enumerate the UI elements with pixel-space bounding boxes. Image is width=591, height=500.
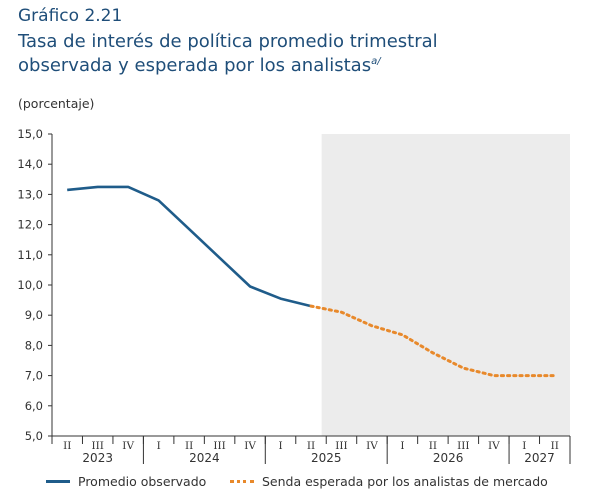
legend-label-expected: Senda esperada por los analistas de merc…	[262, 474, 548, 489]
x-quarter-label: I	[278, 440, 282, 452]
x-quarter-label: I	[522, 440, 526, 452]
legend-swatch-observed	[46, 480, 70, 483]
title-footnote-marker: a/	[371, 56, 381, 67]
y-tick-label: 11,0	[17, 248, 43, 262]
legend-label-observed: Promedio observado	[78, 474, 207, 489]
y-tick-label: 6,0	[25, 399, 43, 413]
y-tick-label: 7,0	[25, 369, 43, 383]
chart-title-line2-text: observada y esperada por los analistas	[18, 55, 372, 76]
y-tick-label: 14,0	[17, 157, 43, 171]
y-axis-unit: (porcentaje)	[18, 96, 95, 111]
y-tick-label: 13,0	[17, 187, 43, 201]
y-tick-label: 10,0	[17, 278, 43, 292]
x-year-label: 2026	[433, 451, 464, 465]
y-tick-label: 8,0	[25, 338, 43, 352]
x-quarter-label: II	[185, 440, 193, 452]
x-quarter-label: IV	[122, 440, 134, 452]
x-quarter-label: III	[335, 440, 347, 452]
x-year-label: 2027	[524, 451, 555, 465]
x-quarter-label: I	[157, 440, 161, 452]
x-quarter-label: II	[551, 440, 559, 452]
x-quarter-label: II	[429, 440, 437, 452]
legend-item-expected: Senda esperada por los analistas de merc…	[230, 474, 548, 489]
x-quarter-label: IV	[366, 440, 378, 452]
x-year-label: 2023	[82, 451, 113, 465]
chart-title-line1: Tasa de interés de política promedio tri…	[18, 31, 438, 52]
y-tick-label: 15,0	[17, 127, 43, 141]
x-quarter-label: IV	[488, 440, 500, 452]
x-quarter-label: II	[63, 440, 71, 452]
x-quarter-label: III	[457, 440, 469, 452]
x-quarter-label: II	[307, 440, 315, 452]
x-quarter-label: III	[91, 440, 103, 452]
figure-label: Gráfico 2.21	[18, 6, 123, 26]
x-quarter-label: I	[400, 440, 404, 452]
y-tick-label: 5,0	[25, 429, 43, 443]
legend-item-observed: Promedio observado	[46, 474, 206, 489]
chart-title-line2: observada y esperada por los analistasa/	[18, 55, 381, 76]
x-year-label: 2024	[189, 451, 220, 465]
x-year-label: 2025	[311, 451, 342, 465]
x-quarter-label: IV	[244, 440, 256, 452]
y-tick-label: 9,0	[25, 308, 43, 322]
legend-swatch-expected	[230, 480, 254, 483]
x-quarter-label: III	[213, 440, 225, 452]
y-tick-label: 12,0	[17, 218, 43, 232]
series-line-observed	[67, 185, 312, 308]
series-line-expected	[309, 304, 557, 378]
forecast-shaded-region	[321, 134, 570, 436]
